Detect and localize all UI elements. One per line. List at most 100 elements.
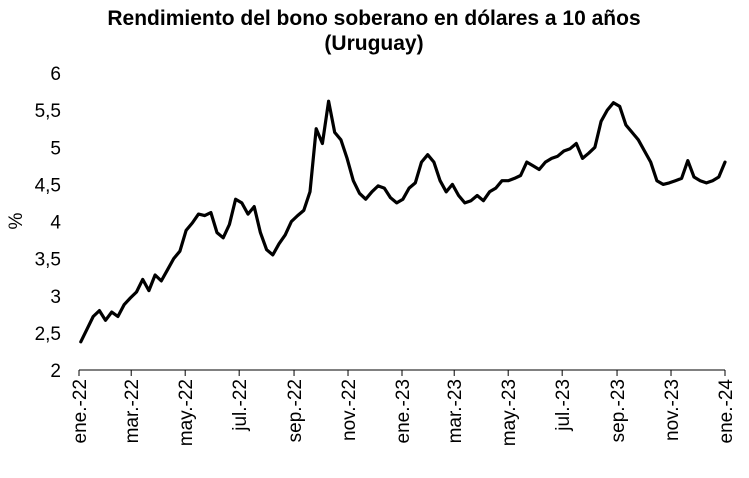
data-point [451, 183, 454, 186]
data-point [197, 213, 200, 215]
data-point [618, 105, 621, 108]
x-tick-label: ene.-22 [70, 379, 91, 443]
data-point [309, 191, 311, 193]
data-point [476, 194, 479, 197]
y-tick-label: 6 [50, 64, 61, 85]
data-point [439, 179, 441, 182]
data-point [656, 179, 658, 182]
data-point [414, 182, 417, 184]
data-point [247, 213, 249, 215]
data-point [98, 309, 101, 312]
data-point [80, 341, 82, 343]
x-tick-label: sep.-22 [285, 379, 306, 442]
data-point [482, 199, 485, 202]
x-tick-label: may.-22 [176, 379, 197, 446]
data-point [711, 179, 714, 182]
data-point [104, 319, 107, 322]
y-tick-label: 2,5 [35, 324, 61, 345]
data-point [265, 248, 268, 251]
data-point [606, 109, 609, 111]
data-point [123, 303, 125, 306]
data-point [117, 315, 119, 318]
data-point [464, 202, 466, 204]
x-tick-label: mar.-23 [445, 379, 466, 443]
data-point [612, 101, 615, 104]
data-point [185, 229, 187, 232]
data-point [179, 250, 181, 252]
y-axis-label: % [6, 212, 27, 229]
data-point [433, 161, 435, 163]
data-point [426, 153, 429, 156]
data-point [680, 177, 683, 180]
data-point [408, 187, 410, 189]
data-point [340, 139, 342, 141]
data-point [141, 278, 144, 281]
data-point [662, 183, 664, 186]
data-point [303, 209, 305, 212]
data-point [203, 214, 206, 217]
data-point [668, 182, 670, 184]
data-point [315, 127, 318, 130]
data-point [575, 142, 578, 145]
data-point [587, 152, 590, 154]
series-layer [79, 99, 727, 344]
data-point [470, 199, 472, 202]
x-tick-label: ene.-24 [716, 379, 737, 444]
x-tick-label: nov.-23 [662, 379, 683, 441]
data-point [110, 311, 113, 313]
data-point [532, 165, 534, 167]
x-tick-label: jul.-23 [553, 379, 574, 432]
data-point [364, 198, 367, 200]
chart-subtitle: (Uruguay) [324, 32, 423, 55]
y-tick-label: 2 [50, 361, 61, 382]
data-point [687, 159, 689, 162]
data-point [371, 191, 373, 193]
x-tick-label: may.-23 [499, 379, 520, 446]
data-point [228, 223, 231, 226]
x-tick-label: nov.-22 [339, 379, 360, 441]
data-point [333, 131, 336, 134]
y-tick-label: 3,5 [35, 250, 61, 271]
data-point [259, 231, 262, 234]
data-point [160, 280, 163, 282]
data-point [445, 191, 448, 193]
x-tick-label: sep.-23 [608, 379, 629, 442]
data-point [352, 179, 355, 182]
data-point [519, 174, 522, 177]
axes [78, 369, 726, 376]
data-point [129, 297, 132, 299]
data-point [513, 177, 516, 180]
data-point [253, 205, 255, 208]
data-point [327, 100, 330, 102]
y-tick-label: 5 [50, 138, 61, 159]
data-point [488, 191, 491, 193]
data-point [569, 147, 571, 150]
data-point [526, 161, 528, 163]
data-point [395, 202, 398, 204]
data-point [290, 220, 293, 223]
data-point [389, 196, 392, 199]
data-point [278, 243, 280, 245]
data-point [581, 157, 584, 160]
data-point [402, 198, 404, 200]
data-point [625, 124, 627, 126]
data-point [234, 198, 237, 200]
data-point [86, 328, 88, 331]
data-point [693, 176, 695, 178]
data-point [457, 194, 460, 197]
tick-labels: 2 2,5 3 3,5 4 4,5 5 5,5 6 ene.-22 mar.-22 may.-22 ju… [35, 64, 737, 446]
data-point [724, 161, 726, 163]
y-tick-label: 4 [50, 213, 61, 234]
data-point [501, 179, 503, 182]
data-point [148, 289, 150, 292]
data-point [674, 179, 677, 182]
y-tick-label: 3 [50, 287, 61, 308]
data-point [495, 187, 497, 189]
data-point [222, 237, 224, 239]
data-point [507, 179, 510, 182]
data-point [272, 254, 274, 256]
data-point [377, 185, 379, 187]
x-tick-label: jul.-22 [230, 379, 251, 432]
data-point [358, 192, 361, 195]
